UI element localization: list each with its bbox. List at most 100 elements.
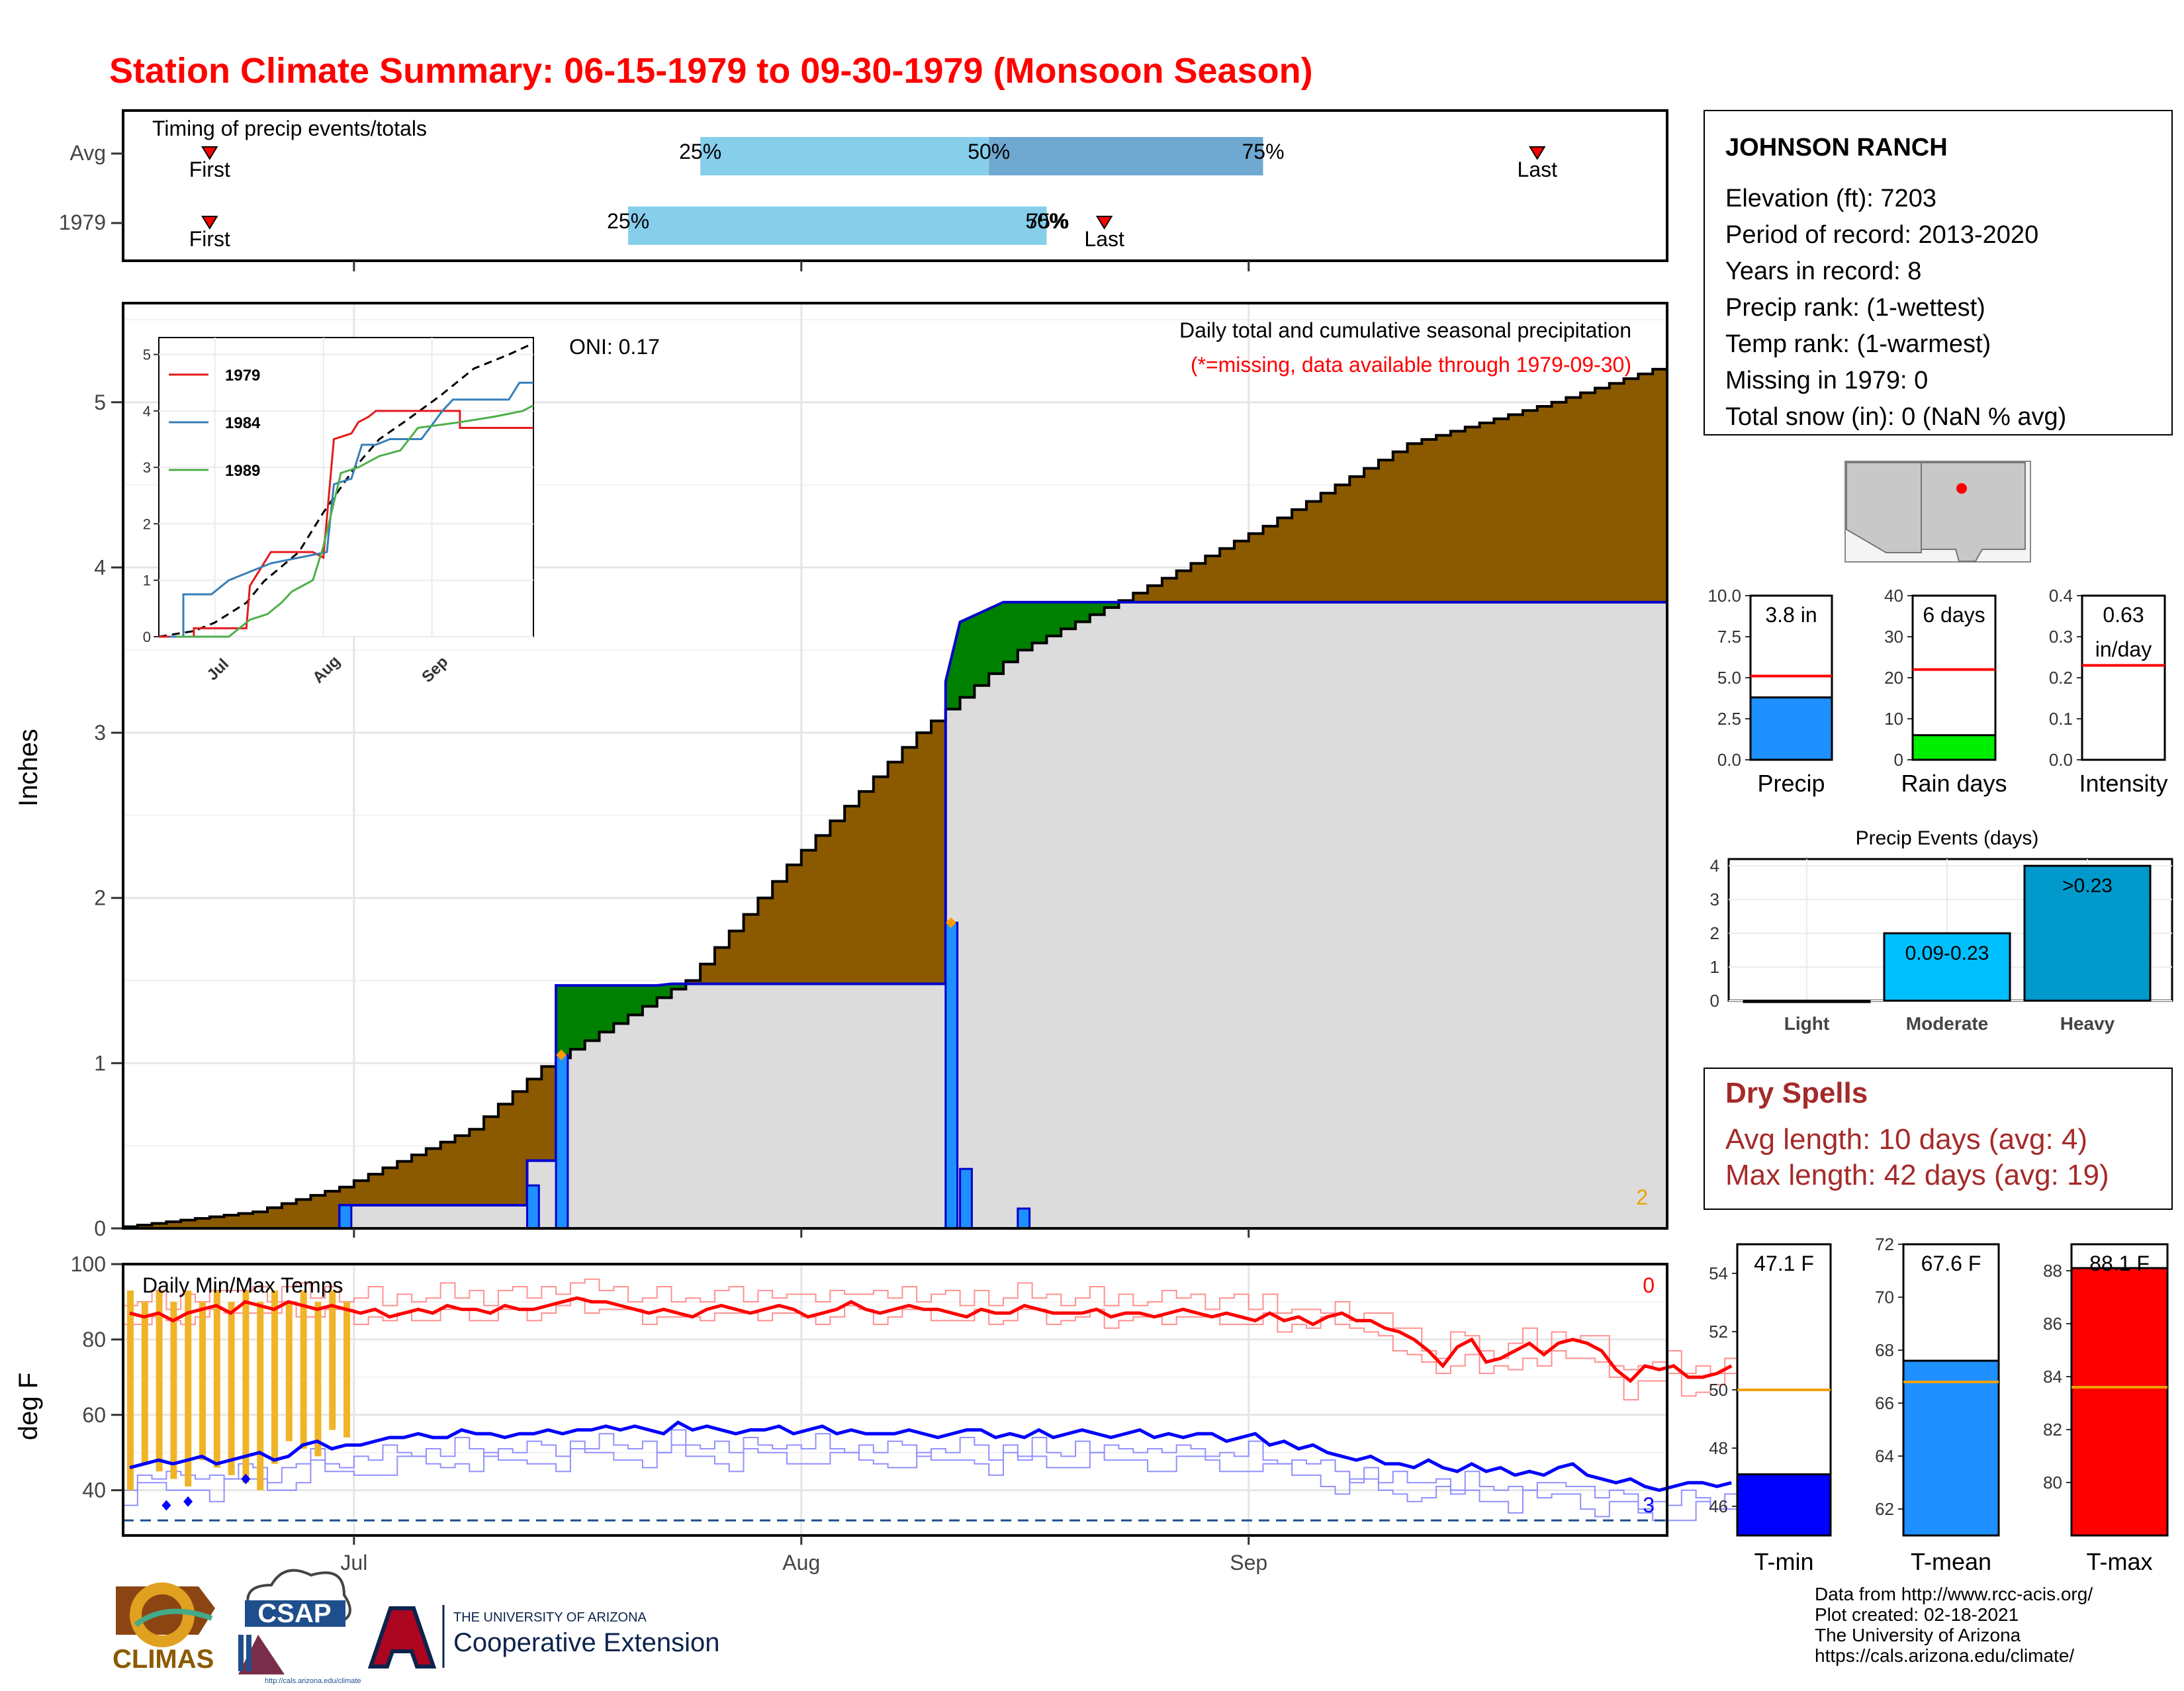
footer-line: Plot created: 02-18-2021 bbox=[1815, 1604, 2019, 1625]
temps-min-record-line bbox=[123, 1444, 1740, 1522]
station-detail-line: Years in record: 8 bbox=[1725, 257, 1921, 285]
minibar-frame bbox=[1911, 594, 1997, 761]
timing-last-label: Last bbox=[1518, 158, 1558, 181]
temps-range-bar bbox=[185, 1290, 192, 1486]
minibar-y-tick-label: 0.4 bbox=[2049, 586, 2073, 606]
precip-avg-line bbox=[122, 367, 1667, 1228]
events-y-tick-label: 1 bbox=[1710, 957, 1719, 977]
temps-ylabel: deg F bbox=[14, 1373, 43, 1440]
temps-range-bar bbox=[300, 1290, 307, 1449]
footer-line: The University of Arizona bbox=[1815, 1625, 2021, 1645]
timing-first-marker bbox=[201, 216, 218, 230]
inset-y-tick-label: 4 bbox=[143, 403, 151, 420]
temps-range-bar bbox=[257, 1301, 264, 1490]
tempbar-y-tick-label: 66 bbox=[1875, 1393, 1894, 1413]
minibar-y-tick-label: 0 bbox=[1894, 750, 1903, 770]
precip-plot-border bbox=[122, 302, 1668, 1230]
temps-range-bar bbox=[127, 1290, 134, 1490]
minibar-frame bbox=[2081, 594, 2166, 761]
tempbar-label: T-mean bbox=[1911, 1548, 1991, 1575]
csap-text: CSAP bbox=[257, 1599, 331, 1628]
precip-daily-bar bbox=[526, 1184, 540, 1230]
temps-range-bar bbox=[242, 1290, 250, 1483]
temps-range-bar bbox=[329, 1290, 336, 1430]
tempbar-label: T-max bbox=[2086, 1548, 2152, 1575]
tempbar-value-bar bbox=[1902, 1359, 2000, 1537]
minibar-y-tick-label: 10.0 bbox=[1707, 586, 1741, 606]
tempbar-y-tick-label: 50 bbox=[1709, 1380, 1728, 1400]
timing-row-label: Avg bbox=[69, 141, 106, 165]
timing-first-label: First bbox=[189, 158, 230, 181]
tempbar-y-tick-label: 64 bbox=[1875, 1446, 1894, 1466]
station-detail-line: Period of record: 2013-2020 bbox=[1725, 221, 2038, 249]
events-chart: 0 1 2 3 4 Light 0.09-0.23 Moderate >0.23 Heavy bbox=[1710, 856, 2173, 1034]
timing-bar-25-50 bbox=[700, 137, 989, 175]
minibar-y-tick-label: 20 bbox=[1884, 668, 1903, 688]
minibar-value-label: 3.8 in bbox=[1765, 603, 1817, 627]
station-name: JOHNSON RANCH bbox=[1725, 134, 1948, 161]
precip-chart: 0 1 2 3 4 5 bbox=[94, 302, 1668, 1240]
temps-range-bar bbox=[314, 1301, 322, 1457]
station-detail-line: Precip rank: (1-wettest) bbox=[1725, 294, 1985, 322]
minibar-value-bar bbox=[1911, 734, 1997, 761]
minibar-label: Precip bbox=[1757, 770, 1825, 797]
minibar-value-label: 0.63 bbox=[2103, 603, 2144, 627]
temps-plot-border bbox=[122, 1263, 1668, 1537]
events-y-tick-label: 4 bbox=[1710, 856, 1719, 876]
tempbar-y-tick-label: 68 bbox=[1875, 1340, 1894, 1360]
inset-legend-label: 1989 bbox=[225, 462, 260, 480]
temp-summary-bars: 46 48 50 52 54 47.1 F T-min 62 64 66 68 70 72 67.6 F T… bbox=[1709, 1234, 2169, 1575]
temps-range-bar bbox=[285, 1301, 293, 1441]
precip-daily-bar bbox=[1017, 1207, 1031, 1230]
minibar-label: Rain days bbox=[1901, 770, 2007, 797]
x-tick-label: Sep bbox=[1230, 1551, 1267, 1575]
minibar-y-tick-label: 0.1 bbox=[2049, 709, 2073, 729]
precip-count: 2 bbox=[1636, 1185, 1648, 1209]
tempbar-y-tick-label: 72 bbox=[1875, 1234, 1894, 1254]
footer-line: Data from http://www.rcc-acis.org/ bbox=[1815, 1584, 2093, 1604]
timing-last-marker bbox=[1528, 146, 1546, 160]
precip-max-marker bbox=[556, 1049, 567, 1060]
tempbar-value-bar bbox=[1736, 1473, 1832, 1537]
minibar-y-tick-label: 40 bbox=[1884, 586, 1903, 606]
minibar-y-tick-label: 2.5 bbox=[1717, 709, 1741, 729]
tempbar-value-label: 67.6 F bbox=[1921, 1252, 1981, 1275]
events-bar-label: >0.23 bbox=[2062, 875, 2113, 897]
tempbar-y-tick-label: 70 bbox=[1875, 1287, 1894, 1307]
station-detail-line: Elevation (ft): 7203 bbox=[1725, 185, 1936, 212]
temps-label: Daily Min/Max Temps bbox=[142, 1273, 343, 1297]
x-axis: Jul Aug Sep bbox=[340, 1535, 1267, 1575]
tempbar-value-bar bbox=[2070, 1267, 2169, 1537]
timing-label: Timing of precip events/totals bbox=[152, 116, 427, 140]
precip-daily-bar bbox=[555, 1054, 569, 1230]
temps-range-bar bbox=[156, 1290, 163, 1472]
minibar-y-tick-label: 0.0 bbox=[2049, 750, 2073, 770]
tempbar-y-tick-label: 84 bbox=[2043, 1367, 2062, 1387]
dry-spells-title: Dry Spells bbox=[1725, 1077, 1868, 1109]
temps-min-marker bbox=[161, 1500, 171, 1511]
precip-daily-bar bbox=[959, 1167, 973, 1230]
temps-range-bar bbox=[271, 1290, 279, 1464]
inset-line-1979 bbox=[159, 410, 533, 638]
temps-range-bar bbox=[199, 1301, 206, 1461]
inset-avg-line bbox=[158, 342, 534, 638]
tempbar-value-label: 88.1 F bbox=[2089, 1252, 2150, 1275]
timing-last-label: Last bbox=[1084, 227, 1124, 251]
station-detail-line: Missing in 1979: 0 bbox=[1725, 367, 1928, 394]
tempbar-y-tick-label: 86 bbox=[2043, 1314, 2062, 1334]
temps-y-tick-label: 80 bbox=[82, 1328, 106, 1351]
temps-min-marker bbox=[241, 1473, 251, 1485]
events-bar-label: 0.09-0.23 bbox=[1905, 942, 1989, 964]
timing-p75-label: 75% bbox=[1026, 209, 1069, 233]
events-bar bbox=[2023, 864, 2152, 1002]
precip-daily-bar bbox=[944, 921, 959, 1230]
minibar-value-bar bbox=[1749, 696, 1833, 761]
events-x-label: Moderate bbox=[1906, 1013, 1988, 1034]
ua-small-text: THE UNIVERSITY OF ARIZONA bbox=[453, 1610, 647, 1625]
timing-bar-50-75 bbox=[989, 137, 1263, 175]
tempbar-y-tick-label: 62 bbox=[1875, 1499, 1894, 1519]
timing-p50-label: 50% bbox=[1025, 209, 1068, 233]
